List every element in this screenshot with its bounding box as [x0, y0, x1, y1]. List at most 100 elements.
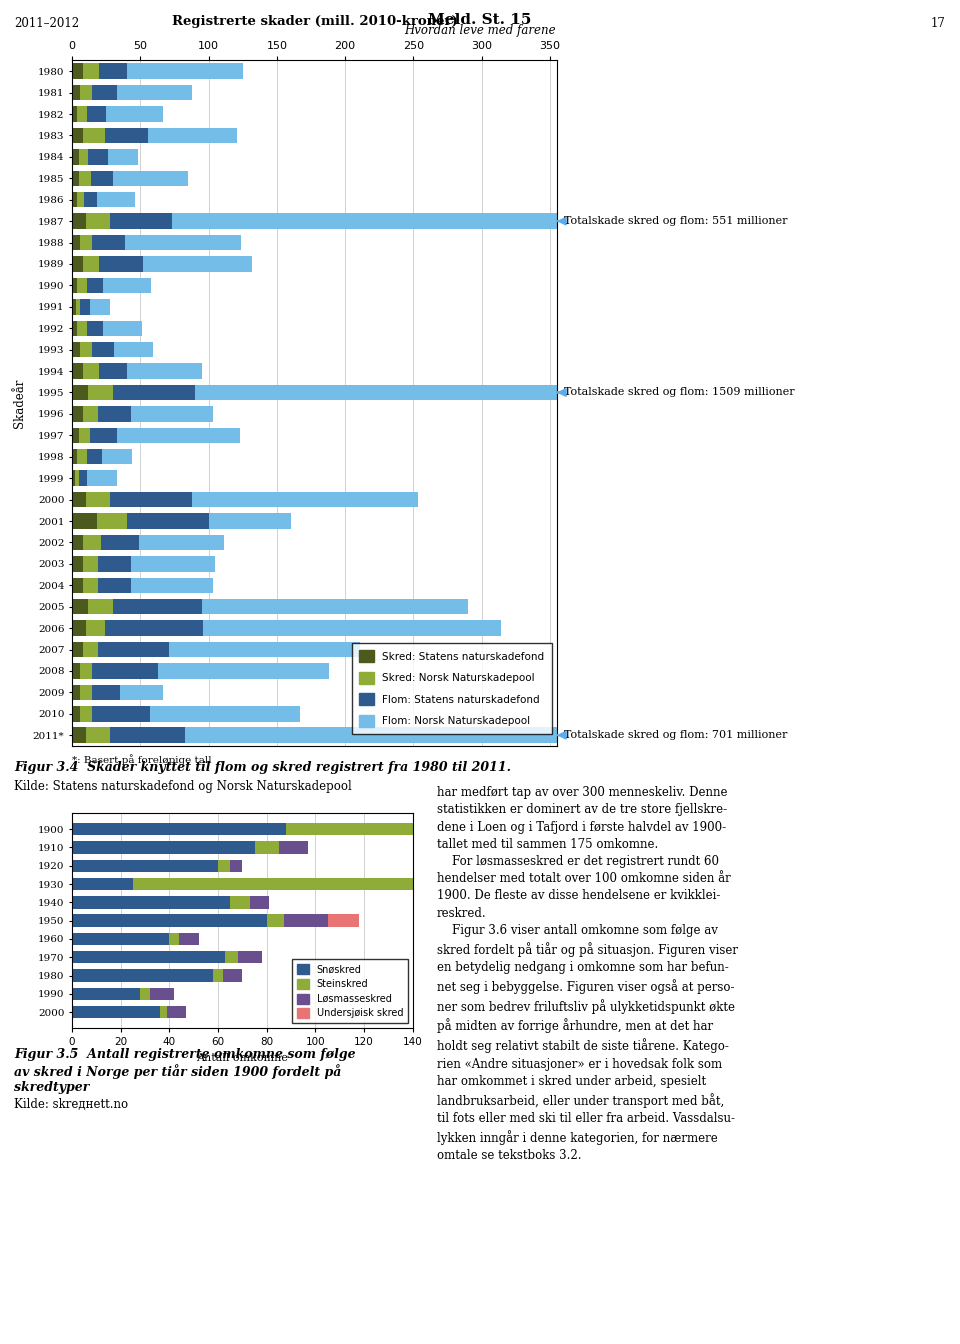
- Bar: [72, 663, 81, 679]
- Bar: [87, 449, 102, 465]
- Bar: [79, 149, 88, 164]
- Bar: [97, 192, 134, 207]
- Bar: [72, 257, 83, 271]
- Bar: [79, 427, 89, 444]
- Bar: [98, 642, 169, 657]
- Bar: [127, 363, 202, 379]
- Bar: [72, 128, 83, 144]
- Bar: [72, 85, 81, 101]
- Bar: [78, 106, 87, 122]
- Bar: [88, 149, 108, 164]
- Bar: [72, 878, 132, 890]
- Bar: [72, 106, 78, 122]
- Bar: [78, 449, 87, 465]
- Bar: [98, 406, 131, 422]
- Bar: [159, 1005, 167, 1019]
- Bar: [72, 684, 81, 700]
- Bar: [284, 914, 327, 927]
- Title: Registrerte skader (mill. 2010-kroner): Registrerte skader (mill. 2010-kroner): [172, 15, 457, 28]
- Bar: [139, 535, 224, 550]
- Bar: [88, 384, 113, 401]
- Bar: [195, 384, 557, 401]
- Bar: [87, 470, 117, 487]
- Bar: [88, 599, 113, 614]
- Bar: [81, 341, 92, 358]
- Bar: [72, 841, 254, 853]
- Bar: [108, 149, 137, 164]
- Bar: [87, 278, 104, 293]
- Bar: [254, 841, 279, 853]
- Text: Totalskade skred og flom: 701 millioner: Totalskade skred og flom: 701 millioner: [558, 730, 787, 741]
- Bar: [72, 1005, 159, 1019]
- Bar: [81, 235, 92, 250]
- Bar: [208, 513, 291, 528]
- Bar: [72, 449, 78, 465]
- Bar: [279, 841, 308, 853]
- Bar: [213, 969, 223, 981]
- Bar: [105, 621, 204, 636]
- Bar: [72, 621, 85, 636]
- Bar: [192, 492, 418, 507]
- Bar: [72, 235, 81, 250]
- Bar: [78, 278, 87, 293]
- Bar: [92, 706, 150, 722]
- Text: 17: 17: [931, 17, 946, 30]
- Bar: [150, 988, 175, 1000]
- Bar: [169, 642, 360, 657]
- Bar: [75, 470, 79, 487]
- Bar: [113, 171, 188, 185]
- Bar: [72, 556, 83, 571]
- Bar: [72, 988, 140, 1000]
- Bar: [286, 823, 486, 836]
- Bar: [131, 406, 213, 422]
- Bar: [72, 642, 83, 657]
- Bar: [72, 63, 83, 79]
- Bar: [114, 341, 153, 358]
- Bar: [85, 727, 110, 743]
- Bar: [230, 896, 250, 909]
- Bar: [98, 556, 131, 571]
- Bar: [81, 684, 92, 700]
- Bar: [131, 578, 213, 593]
- Bar: [98, 578, 131, 593]
- Bar: [72, 513, 97, 528]
- Bar: [81, 706, 92, 722]
- Bar: [72, 860, 218, 872]
- Bar: [72, 171, 79, 185]
- Bar: [237, 952, 262, 964]
- Bar: [72, 492, 85, 507]
- Y-axis label: Skadeår: Skadeår: [12, 379, 26, 427]
- Bar: [72, 823, 286, 836]
- Bar: [72, 300, 76, 314]
- Bar: [125, 235, 241, 250]
- Bar: [72, 341, 81, 358]
- Text: Kilde: Statens naturskadefond og Norsk Naturskadepool: Kilde: Statens naturskadefond og Norsk N…: [14, 780, 352, 793]
- Bar: [72, 427, 79, 444]
- Bar: [89, 427, 117, 444]
- Bar: [99, 257, 143, 271]
- Bar: [97, 513, 127, 528]
- Bar: [92, 235, 125, 250]
- Bar: [327, 914, 359, 927]
- Bar: [72, 363, 83, 379]
- Bar: [449, 878, 498, 890]
- Bar: [87, 106, 107, 122]
- Bar: [107, 106, 163, 122]
- Text: Totalskade skred og flom: 1509 millioner: Totalskade skred og flom: 1509 millioner: [558, 387, 794, 398]
- Bar: [230, 860, 242, 872]
- Bar: [72, 535, 83, 550]
- Bar: [169, 933, 180, 945]
- Bar: [83, 406, 98, 422]
- Bar: [83, 63, 99, 79]
- Bar: [202, 599, 468, 614]
- Bar: [113, 599, 202, 614]
- Bar: [91, 171, 113, 185]
- Bar: [143, 257, 252, 271]
- Bar: [223, 969, 242, 981]
- Bar: [72, 214, 85, 228]
- Text: Kilde: skreднett.no: Kilde: skreднett.no: [14, 1098, 129, 1111]
- Bar: [89, 300, 110, 314]
- Bar: [185, 727, 557, 743]
- Bar: [117, 427, 240, 444]
- Bar: [72, 599, 88, 614]
